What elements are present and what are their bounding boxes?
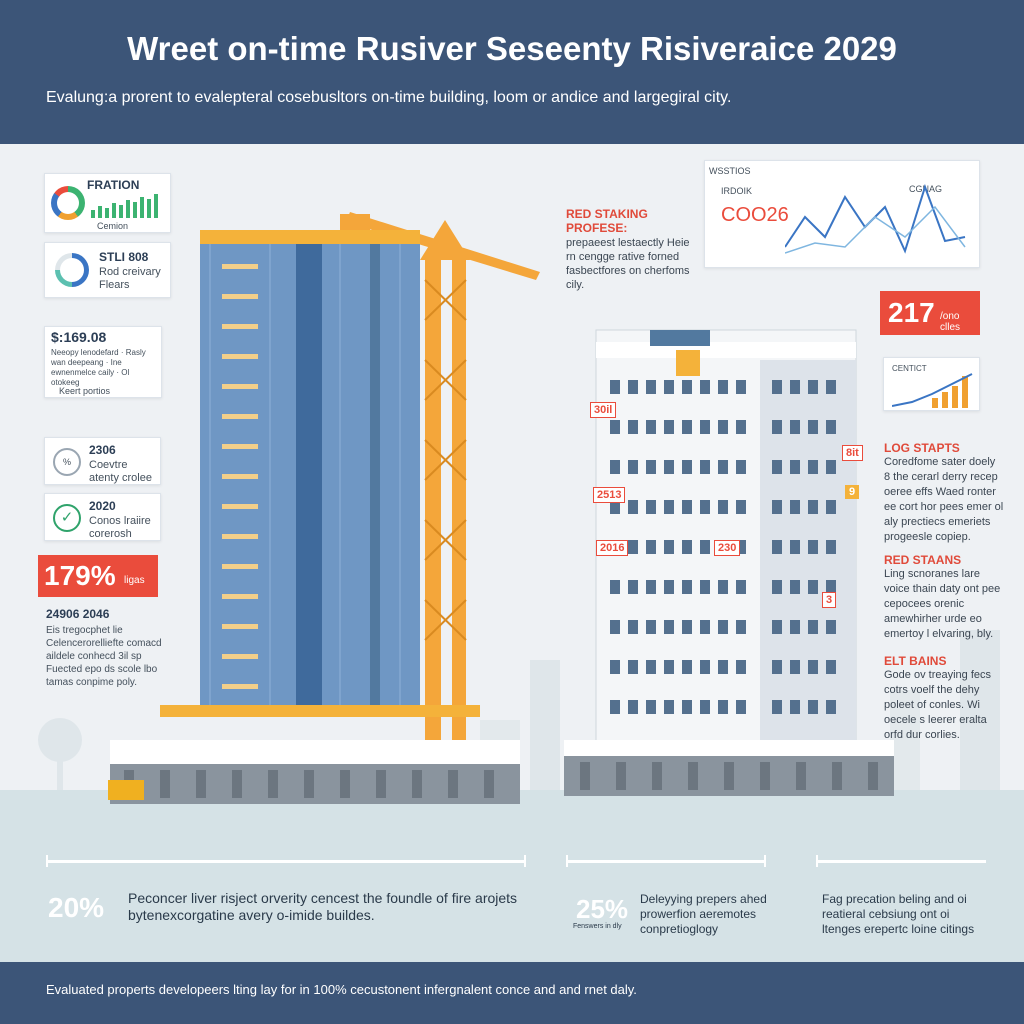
left-percent-badge: 179% ligas <box>38 555 158 597</box>
timeline-tick <box>46 855 48 867</box>
building-tag: 2513 <box>593 487 626 503</box>
card-text: Neeopy lenodefard · Rasly wan deepeang ·… <box>51 348 146 387</box>
side-section-text: Ling scnoranes lare voice thain daty ont… <box>884 568 1001 640</box>
note-text: Eis tregocphet lie Celencerorelliefte co… <box>46 625 162 688</box>
stat-text: Deleyying prepers ahed prowerfion aeremo… <box>640 892 767 936</box>
card-text: Coevtre atenty crolee <box>89 459 152 484</box>
timeline-tick <box>764 855 766 867</box>
footer-banner: Evaluated properts developeers lting lay… <box>0 962 1024 1024</box>
card-title: 2306 <box>89 443 116 457</box>
side-section-title: RED STAANS <box>884 553 962 567</box>
gauge-icon: % <box>53 448 81 476</box>
left-card-cost: $:169.08 Neeopy lenodefard · Rasly wan d… <box>44 326 162 398</box>
dashboard-label: WSSTIOS <box>709 166 751 176</box>
right-number-badge: 217 /ono clles <box>880 291 980 335</box>
donut-chart-icon <box>51 186 85 220</box>
card-title: 2020 <box>89 499 116 513</box>
left-card-2306: % 2306 Coevtre atenty crolee <box>44 437 161 485</box>
right-chart-card: CENTICT <box>883 357 980 411</box>
dashboard-value: COO26 <box>721 204 789 226</box>
left-note-card: 24906 2046 Eis tregocphet lie Celenceror… <box>44 604 162 689</box>
badge-value: 217 <box>888 297 935 328</box>
timeline-line <box>566 860 766 863</box>
growth-chart-icon <box>892 373 973 408</box>
badge-value: 179% <box>44 560 116 591</box>
card-text: Rod creivary Flears <box>99 266 161 291</box>
chart-label: CENTICT <box>892 364 927 373</box>
right-top-text: prepaeest lestaectly Heie rn cengge rati… <box>566 237 690 291</box>
card-title: STLI 808 <box>99 250 149 264</box>
header-banner: Wreet on-time Rusiver Seseenty Risiverai… <box>0 0 1024 144</box>
stat-value: 25% <box>576 894 629 924</box>
dashboard-tag: IRDOIK <box>721 186 753 196</box>
building-tag: 8it <box>842 445 863 461</box>
left-card-fration: FRATION Cemion <box>44 173 171 233</box>
side-section-title: LOG STAPTS <box>884 441 960 455</box>
stat-small: Fenswers in dly <box>573 923 622 930</box>
card-footer: Keert portios <box>59 386 111 396</box>
page-subtitle: Evalung:a prorent to evalepteral cosebus… <box>46 89 732 106</box>
building-tag: 3 <box>822 592 837 608</box>
check-icon: ✓ <box>53 504 81 532</box>
timeline-tick <box>566 855 568 867</box>
badge-unit: /ono clles <box>940 311 961 333</box>
side-section-text: Coredfome sater doely 8 the cerarl derry… <box>884 456 1004 543</box>
stat-text: Peconcer liver risject orverity cencest … <box>128 890 518 923</box>
timeline-line <box>816 860 986 863</box>
note-title: 24906 2046 <box>46 607 110 621</box>
left-card-2020: ✓ 2020 Conos lraiire corerosh <box>44 493 161 541</box>
page-title: Wreet on-time Rusiver Seseenty Risiverai… <box>127 30 897 67</box>
residential-tower-illustration <box>564 329 894 796</box>
donut-chart-icon <box>55 253 89 287</box>
line-chart-icon <box>785 183 966 254</box>
timeline-line <box>46 860 526 863</box>
stat-text: Fag precation beling and oi reatieral ce… <box>822 892 975 936</box>
building-tag: 30il <box>590 402 617 418</box>
right-top-title: RED STAKING PROFESE: <box>566 207 648 235</box>
glass-tower-illustration <box>108 212 540 804</box>
timeline-tick <box>816 855 818 867</box>
building-tag: 9 <box>845 485 860 499</box>
side-section-text: Gode ov treaying fecs cotrs voelf the de… <box>884 669 992 741</box>
badge-unit: ligas <box>124 575 145 586</box>
bar-chart-icon <box>91 194 158 218</box>
card-text: Cemion <box>97 221 129 231</box>
timeline-tick <box>524 855 526 867</box>
ground-band <box>0 790 1024 962</box>
building-tag: 2016 <box>596 540 629 556</box>
dashboard-panel: WSSTIOS IRDOIK COO26 CGNAG <box>704 160 980 268</box>
footer-text: Evaluated properts developeers lting lay… <box>46 982 637 997</box>
card-title: $:169.08 <box>51 329 107 345</box>
card-title: FRATION <box>87 178 140 192</box>
building-tag: 230 <box>714 540 741 556</box>
left-card-stli: STLI 808 Rod creivary Flears <box>44 242 171 298</box>
card-text: Conos lraiire corerosh <box>89 515 151 540</box>
side-section-title: ELT BAINS <box>884 654 947 668</box>
stat-value: 20% <box>48 892 105 923</box>
